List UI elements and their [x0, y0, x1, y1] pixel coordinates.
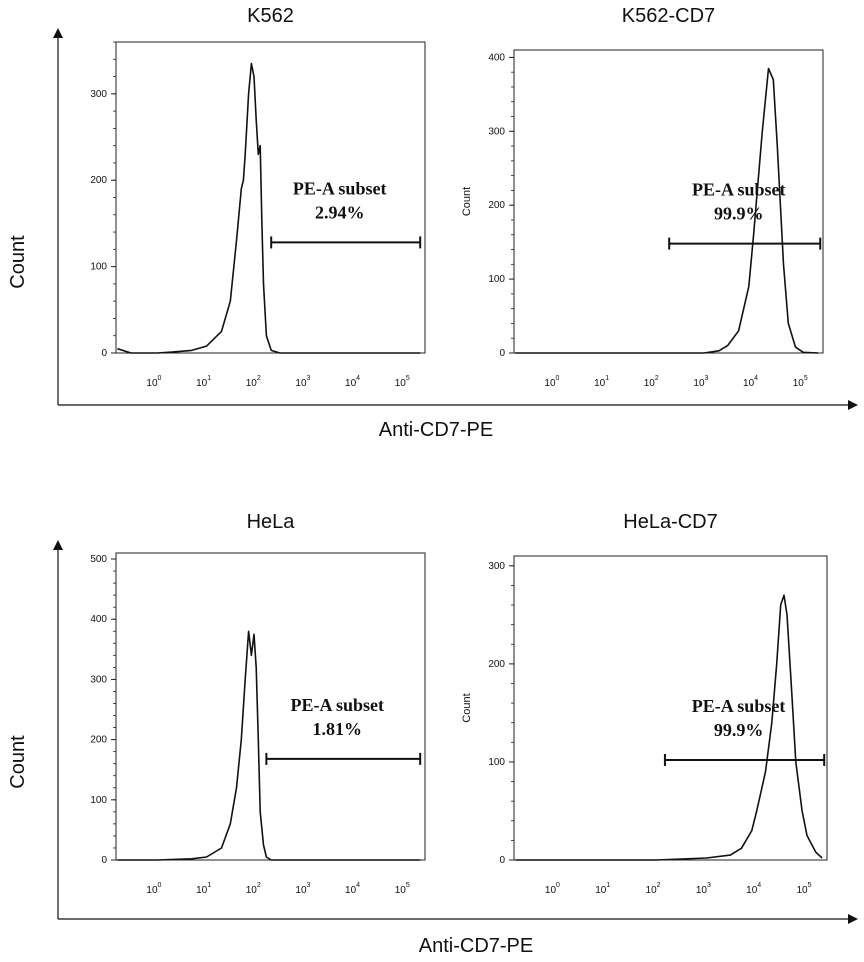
k562-cd7-y-axis-label: Count — [461, 187, 473, 216]
k562-ytick-label: 100 — [90, 262, 107, 273]
k562-cd7-gate-label: PE-A subset — [692, 180, 786, 200]
hela-cd7-ytick-label: 0 — [499, 855, 505, 866]
k562-xtick-label: 105 — [395, 375, 410, 389]
hela-xtick-label: 102 — [246, 882, 261, 896]
hela-cd7-ytick-label: 300 — [488, 561, 505, 572]
k562-cd7-ytick-label: 300 — [488, 126, 505, 137]
hela-cd7-xtick-label: 101 — [595, 882, 610, 896]
hela-gate-percent: 1.81% — [313, 719, 363, 739]
hela-cd7-xtick-label: 102 — [646, 882, 661, 896]
k562-gate-percent: 2.94% — [315, 202, 365, 222]
hela-xtick-label: 101 — [196, 882, 211, 896]
k562-cd7-histogram-curve — [515, 67, 819, 354]
hela-xtick-label: 105 — [395, 882, 410, 896]
hela-cd7-histogram-curve — [515, 594, 823, 861]
hela-cd7-gate-percent: 99.9% — [714, 720, 764, 740]
hela-cd7-xtick-label: 103 — [696, 882, 711, 896]
k562-ytick-label: 200 — [90, 175, 107, 186]
k562-xtick-label: 103 — [295, 375, 310, 389]
hela-gate-label: PE-A subset — [291, 695, 385, 715]
k562-ytick-label: 300 — [90, 89, 107, 100]
k562-cd7-ytick-label: 100 — [488, 274, 505, 285]
k562-cd7-xtick-label: 102 — [644, 375, 659, 389]
hela-cd7-y-axis-label: Count — [461, 693, 473, 722]
hela-title: HeLa — [247, 511, 296, 533]
hela-cd7-xtick-label: 104 — [746, 882, 761, 896]
hela-ytick-label: 200 — [90, 735, 107, 746]
k562-histogram-curve — [117, 62, 421, 354]
k562-cd7-plot-frame — [513, 49, 824, 354]
k562-cd7-xtick-label: 105 — [793, 375, 808, 389]
k562-cd7-xtick-label: 100 — [544, 375, 559, 389]
k562-cd7-ytick-label: 0 — [499, 348, 505, 359]
hela-xtick-label: 100 — [146, 882, 161, 896]
k562-cd7-ytick-label: 200 — [488, 200, 505, 211]
k562-xtick-label: 104 — [345, 375, 360, 389]
panel-k562: K562 0 100 200 300 100 101 102 103 104 105 PE-A sub… — [90, 5, 426, 389]
k562-title: K562 — [247, 5, 294, 27]
k562-cd7-gate-percent: 99.9% — [714, 204, 764, 224]
k562-cd7-xtick-label: 103 — [693, 375, 708, 389]
top-y-axis-label: Count — [7, 235, 29, 289]
hela-ytick-label: 300 — [90, 674, 107, 685]
k562-xtick-label: 102 — [246, 375, 261, 389]
hela-cd7-ytick-label: 200 — [488, 659, 505, 670]
panel-hela: HeLa 0 100 200 300 400 500 100 101 102 103 104 105 PE… — [90, 511, 426, 896]
hela-cd7-title: HeLa-CD7 — [623, 511, 717, 533]
k562-cd7-xtick-label: 101 — [594, 375, 609, 389]
hela-histogram-curve — [117, 630, 421, 861]
hela-ytick-label: 0 — [101, 855, 107, 866]
k562-xtick-label: 100 — [146, 375, 161, 389]
panel-hela-cd7: HeLa-CD7 0 100 200 300 Count 100 101 102 103 104 10… — [461, 511, 828, 896]
k562-cd7-xtick-label: 104 — [743, 375, 758, 389]
bottom-y-axis-label: Count — [7, 735, 29, 789]
panel-k562-cd7: K562-CD7 0 100 200 300 400 Count 100 101 102 103 10… — [461, 5, 824, 389]
k562-gate-label: PE-A subset — [293, 178, 387, 198]
hela-cd7-gate-label: PE-A subset — [692, 696, 786, 716]
top-x-axis-label: Anti-CD7-PE — [379, 419, 493, 441]
hela-ytick-label: 100 — [90, 795, 107, 806]
hela-cd7-ytick-label: 100 — [488, 757, 505, 768]
hela-xtick-label: 104 — [345, 882, 360, 896]
k562-cd7-title: K562-CD7 — [622, 5, 715, 27]
hela-cd7-xtick-label: 100 — [545, 882, 560, 896]
k562-xtick-label: 101 — [196, 375, 211, 389]
hela-ytick-label: 400 — [90, 614, 107, 625]
hela-ytick-label: 500 — [90, 554, 107, 565]
bottom-x-axis-label: Anti-CD7-PE — [419, 935, 533, 957]
k562-ytick-label: 0 — [101, 348, 107, 359]
hela-xtick-label: 103 — [295, 882, 310, 896]
k562-cd7-ytick-label: 400 — [488, 52, 505, 63]
hela-cd7-xtick-label: 105 — [796, 882, 811, 896]
